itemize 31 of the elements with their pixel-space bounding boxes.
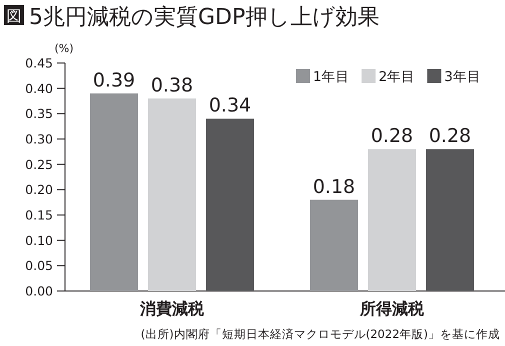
y-tick-label: 0.15 [25, 208, 53, 222]
bar [148, 98, 196, 291]
y-tick-label: 0.35 [25, 106, 53, 122]
chart-title: 5兆円減税の実質GDP押し上げ効果 [29, 5, 380, 30]
badge: 図 [4, 5, 24, 25]
text: (出所)内閣府「短期日本経済マクロモデル(2022年版)」を基に作成 [140, 327, 500, 341]
bar [206, 118, 254, 291]
y-tick-label: 0.30 [25, 132, 54, 146]
bar [90, 93, 138, 291]
x-tick-label: 所得減税 [359, 299, 425, 318]
data-label: 0.38 [150, 74, 194, 96]
data-label: 0.18 [312, 176, 356, 198]
legend-label: 3年目 [444, 69, 481, 85]
y-tick-label: 0.10 [25, 232, 54, 248]
y-tick-label: 0.45 [25, 56, 53, 70]
bar [368, 149, 416, 291]
y-tick-label: 0.25 [25, 156, 53, 172]
y-tick-label: 0.00 [25, 284, 54, 298]
bar [426, 149, 474, 291]
bar [310, 200, 358, 291]
legend-label: 1年目 [313, 69, 350, 85]
x-tick-label: 消費減税 [139, 299, 205, 318]
data-label: 0.28 [370, 125, 414, 148]
data-label: 0.34 [208, 94, 252, 117]
y-axis-title: (%) [54, 42, 74, 55]
y-tick-label: 0.20 [25, 182, 54, 198]
legend-label: 2年目 [378, 69, 416, 85]
y-tick-label: 0.40 [25, 80, 54, 96]
y-tick-label: 0.05 [25, 258, 53, 274]
data-label: 0.39 [92, 69, 136, 92]
data-label: 0.28 [428, 125, 472, 148]
